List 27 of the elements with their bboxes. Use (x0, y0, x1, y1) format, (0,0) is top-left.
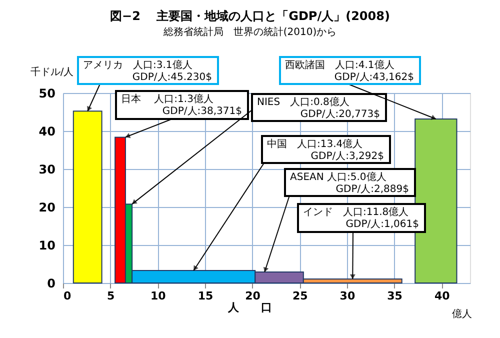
y-tick-label: 40 (38, 124, 56, 138)
text: 億人 (452, 308, 472, 320)
y-tick-label: 50 (38, 86, 56, 100)
annotation: アメリカ 人口:3.1億人 GDP/人:45.230$ (83, 59, 212, 83)
x-tick-label: 25 (292, 290, 308, 302)
x-tick-label: 15 (198, 290, 214, 302)
annotation: 西欧諸国 人口:4.1億人 GDP/人:43,162$ (285, 59, 414, 83)
annotation: インド 人口:11.8億人 GDP/人:1,061$ (303, 206, 419, 230)
annotation: 日本 人口:1.3億人 GDP/人:38,371$ (121, 93, 242, 117)
x-axis-title: 人 口 (227, 301, 272, 314)
y-tick-label: 30 (38, 162, 56, 176)
x-tick-label: 30 (340, 290, 356, 302)
x-tick-label: 40 (434, 290, 450, 302)
y-tick-label: 10 (38, 238, 56, 252)
y-tick-label: 0 (47, 276, 56, 290)
y-axis-title: 千ドル/人 (30, 66, 74, 78)
x-tick-label: 5 (106, 290, 115, 302)
x-tick-label: 35 (387, 290, 402, 302)
x-tick-label: 10 (150, 290, 166, 302)
annotation: 中国 人口:13.4億人 GDP/人:3,292$ (267, 138, 384, 162)
annotation: ASEAN 人口:5.0億人 GDP/人:2,889$ (290, 171, 409, 195)
x-tick-label: 0 (64, 290, 72, 302)
y-tick-label: 20 (38, 200, 56, 214)
annotation: NIES 人口:0.8億人 GDP/人:20,773$ (257, 96, 380, 120)
chart-title: 図−2 主要国・地域の人口と「GDP/人」(2008) (110, 9, 390, 23)
chart-subtitle: 総務省統計局 世界の統計(2010)から (162, 26, 337, 38)
x-tick-label: 20 (245, 290, 261, 302)
